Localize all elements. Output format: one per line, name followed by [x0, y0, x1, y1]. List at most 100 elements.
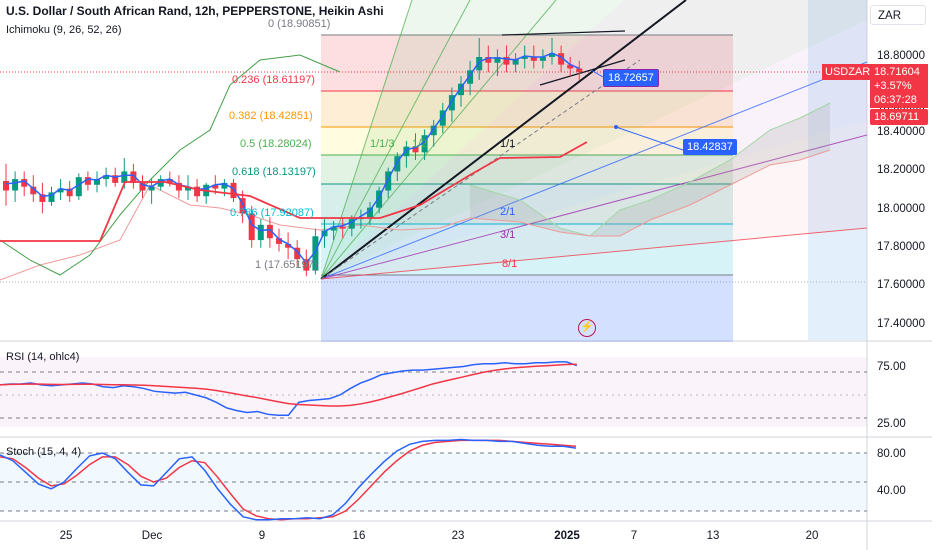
candle-body	[257, 224, 264, 241]
price-axis-label: 18.20000	[877, 164, 925, 176]
candle-body	[503, 57, 510, 65]
candle-body	[103, 175, 110, 180]
candle-body	[558, 53, 565, 65]
fib-level-label: 0.5 (18.28024)	[240, 138, 312, 150]
candle-body	[21, 179, 28, 187]
candle	[330, 221, 337, 241]
gann-fan-line	[320, 61, 868, 280]
indicator-label-ichimoku[interactable]: Ichimoku (9, 26, 52, 26)	[6, 24, 122, 36]
price-box-lower[interactable]: 18.42837	[683, 139, 737, 155]
candle-body	[339, 226, 346, 229]
time-axis-label: Dec	[141, 530, 163, 542]
rsi-label[interactable]: RSI (14, ohlc4)	[6, 351, 80, 363]
candle	[567, 57, 574, 77]
candle-body	[57, 188, 64, 193]
gann-fan-zone	[321, 20, 867, 279]
price-axis-label: 17.60000	[877, 279, 925, 291]
fib-level-label: 0 (18.90851)	[268, 18, 331, 30]
bar-countdown: 06:37:28	[874, 94, 917, 106]
time-axis-label: 23	[451, 530, 465, 542]
candle	[494, 49, 501, 77]
candle-body	[458, 83, 464, 96]
candle-body	[94, 179, 100, 185]
ichimoku-tenkan	[5, 52, 580, 265]
gann-fan-zone	[321, 0, 624, 279]
candle-body	[348, 219, 355, 229]
ichimoku-kijun	[0, 141, 588, 242]
time-axis-label: 16	[352, 530, 366, 542]
candle-body	[312, 236, 319, 271]
candle	[558, 45, 565, 73]
candle-body	[576, 68, 583, 73]
candle-body	[430, 125, 437, 136]
candle-body	[66, 188, 73, 197]
candle	[539, 49, 546, 69]
gann-fan-line	[320, 0, 471, 280]
fib-level-label: 1 (17.65197)	[255, 259, 318, 271]
ichimoku-chikou	[0, 54, 341, 276]
price-change: +3.57%	[874, 80, 912, 92]
lightning-icon[interactable]: ⚡	[578, 319, 596, 337]
candle-body	[485, 57, 492, 63]
ichimoku-span-b	[469, 149, 831, 237]
candle-body	[239, 198, 246, 214]
fib-ext-zone	[321, 275, 733, 342]
candle-body	[121, 171, 128, 183]
ichimoku-cloud	[470, 103, 830, 236]
current-price-box: 18.71604 +3.57% 06:37:28	[870, 64, 928, 108]
candle	[421, 129, 428, 160]
candle	[230, 179, 237, 202]
candle	[248, 205, 255, 248]
candle-body	[403, 146, 410, 157]
candle-body	[30, 186, 37, 195]
candle	[21, 171, 28, 197]
candle-body	[212, 184, 219, 189]
candle-body	[385, 171, 392, 191]
fib-level-label: 0.786 (17.92087)	[230, 207, 314, 219]
candle-body	[248, 213, 255, 241]
candle-body	[130, 171, 137, 183]
candle	[66, 180, 73, 202]
price-axis-label: 18.80000	[877, 50, 925, 62]
candle	[266, 217, 273, 248]
candle-body	[294, 247, 301, 260]
gann-fan-label: 8/1	[502, 258, 518, 270]
candle	[75, 173, 82, 201]
candle-body	[476, 57, 483, 71]
candle-body	[512, 58, 519, 65]
candle	[430, 119, 437, 147]
candle	[294, 240, 301, 267]
price-box-upper[interactable]: 18.72657	[603, 69, 659, 87]
candle-body	[330, 226, 337, 231]
candle-body	[39, 194, 46, 202]
trend-line-top	[501, 30, 626, 36]
candle	[276, 228, 282, 252]
symbol-tag: USDZAR	[822, 64, 874, 80]
candle	[403, 140, 410, 168]
time-axis-label: 2025	[554, 530, 580, 542]
candle-body	[530, 57, 537, 61]
stoch-axis-label-80: 80.00	[877, 448, 906, 460]
trend-line-channel	[539, 59, 626, 86]
time-axis-label: 20	[805, 530, 819, 542]
fib-zone	[321, 224, 733, 275]
candle-body	[494, 57, 501, 63]
candle	[576, 60, 583, 80]
candle	[94, 171, 100, 193]
candle-body	[376, 190, 383, 208]
currency-selector[interactable]: ZAR	[870, 5, 926, 25]
candle	[57, 179, 64, 201]
candle	[412, 133, 419, 160]
candle	[485, 45, 492, 73]
future-region	[808, 0, 867, 340]
gann-fan-label: 2/1	[500, 206, 516, 218]
stoch-label[interactable]: Stoch (15, 4, 4)	[6, 446, 82, 458]
stoch-k-line	[0, 438, 577, 521]
time-axis-label: 13	[706, 530, 720, 542]
chart-title: U.S. Dollar / South African Rand, 12h, P…	[6, 4, 384, 18]
candle	[458, 76, 464, 107]
candle-body	[276, 238, 282, 244]
candle-body	[549, 53, 555, 57]
candle-body	[521, 57, 528, 59]
